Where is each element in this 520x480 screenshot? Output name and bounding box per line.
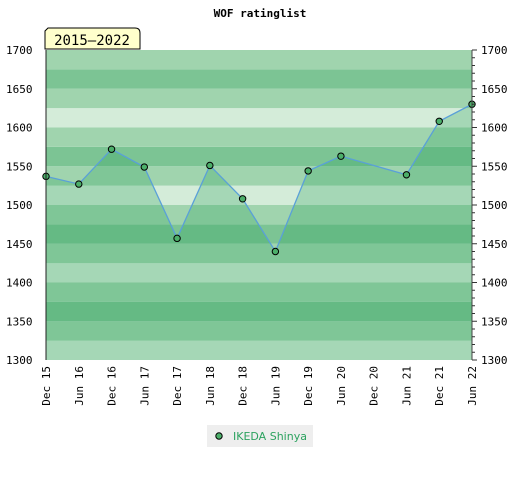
data-point[interactable] bbox=[337, 152, 345, 160]
area-fill bbox=[46, 104, 472, 360]
background-band bbox=[46, 166, 472, 186]
data-point[interactable] bbox=[271, 247, 280, 256]
background-band bbox=[46, 88, 472, 109]
x-tick-label: Dec 16 bbox=[106, 366, 119, 406]
legend-label: IKEDA Shinya bbox=[233, 430, 307, 443]
background-band bbox=[46, 340, 472, 360]
data-point[interactable] bbox=[402, 171, 411, 179]
data-point[interactable] bbox=[206, 161, 214, 170]
data-point[interactable] bbox=[173, 234, 181, 243]
background-band bbox=[46, 127, 472, 147]
y-tick-label-left: 1400 bbox=[6, 277, 33, 290]
area-fill-layer bbox=[46, 104, 472, 360]
y-tick-label-right: 1650 bbox=[481, 83, 508, 96]
background-band bbox=[46, 205, 472, 225]
background-band bbox=[46, 224, 472, 244]
background-band bbox=[46, 282, 472, 302]
data-point[interactable] bbox=[140, 163, 149, 171]
y-tick-label-left: 1450 bbox=[6, 238, 33, 251]
x-tick-label: Dec 15 bbox=[40, 366, 53, 406]
y-tick-label-right: 1400 bbox=[481, 277, 508, 290]
x-tick-label: Jun 20 bbox=[335, 366, 348, 406]
background-band bbox=[46, 69, 472, 89]
x-tick-label: Dec 17 bbox=[171, 366, 184, 406]
year-range-badge: 2015–2022 bbox=[44, 27, 141, 50]
legend-box bbox=[207, 425, 313, 447]
data-point[interactable] bbox=[107, 145, 116, 153]
data-point[interactable] bbox=[75, 180, 83, 188]
data-point-layer bbox=[42, 100, 476, 256]
axes bbox=[45, 49, 477, 361]
x-tick-label: Dec 18 bbox=[237, 366, 250, 406]
x-tick-label: Jun 17 bbox=[138, 366, 151, 406]
background-band bbox=[46, 185, 472, 205]
x-tick-label: Dec 21 bbox=[433, 366, 446, 406]
x-tick-label: Jun 16 bbox=[73, 366, 86, 406]
y-tick-label-right: 1700 bbox=[481, 44, 508, 57]
x-tick-label: Dec 20 bbox=[368, 366, 381, 406]
x-tick-label: Jun 21 bbox=[400, 366, 413, 406]
background-band bbox=[46, 243, 472, 264]
legend-marker-icon bbox=[215, 432, 223, 440]
x-tick-label: Jun 18 bbox=[204, 366, 217, 406]
y-tick-label-left: 1700 bbox=[6, 44, 33, 57]
y-tick-label-right: 1550 bbox=[481, 160, 508, 173]
legend[interactable]: IKEDA Shinya bbox=[207, 425, 313, 447]
plot-background-bands bbox=[46, 50, 472, 360]
tick-labels: 1300 1300 1350 1350 1400 1400 1450 1450 1500 1500… bbox=[6, 44, 508, 406]
x-tick-label: Jun 22 bbox=[466, 366, 479, 406]
background-band bbox=[46, 321, 472, 341]
x-tick-label: Jun 19 bbox=[269, 366, 282, 406]
y-tick-label-left: 1350 bbox=[6, 315, 33, 328]
y-tick-label-right: 1350 bbox=[481, 315, 508, 328]
y-tick-label-left: 1300 bbox=[6, 354, 33, 367]
data-point[interactable] bbox=[238, 195, 247, 203]
background-band bbox=[46, 50, 472, 70]
x-tick-label: Dec 19 bbox=[302, 366, 315, 406]
background-band bbox=[46, 301, 472, 322]
y-tick-label-left: 1600 bbox=[6, 122, 33, 135]
y-tick-label-left: 1650 bbox=[6, 83, 33, 96]
chart-title: WOF ratinglist bbox=[214, 7, 307, 20]
data-point[interactable] bbox=[435, 117, 443, 126]
y-tick-label-left: 1500 bbox=[6, 199, 33, 212]
y-tick-label-right: 1450 bbox=[481, 238, 508, 251]
background-band bbox=[46, 108, 472, 128]
year-range-label: 2015–2022 bbox=[54, 33, 130, 49]
y-tick-label-left: 1550 bbox=[6, 160, 33, 173]
y-tick-label-right: 1300 bbox=[481, 354, 508, 367]
y-tick-label-right: 1600 bbox=[481, 122, 508, 135]
background-band bbox=[46, 146, 472, 167]
data-point[interactable] bbox=[304, 167, 312, 175]
y-tick-label-right: 1500 bbox=[481, 199, 508, 212]
background-band bbox=[46, 263, 472, 283]
